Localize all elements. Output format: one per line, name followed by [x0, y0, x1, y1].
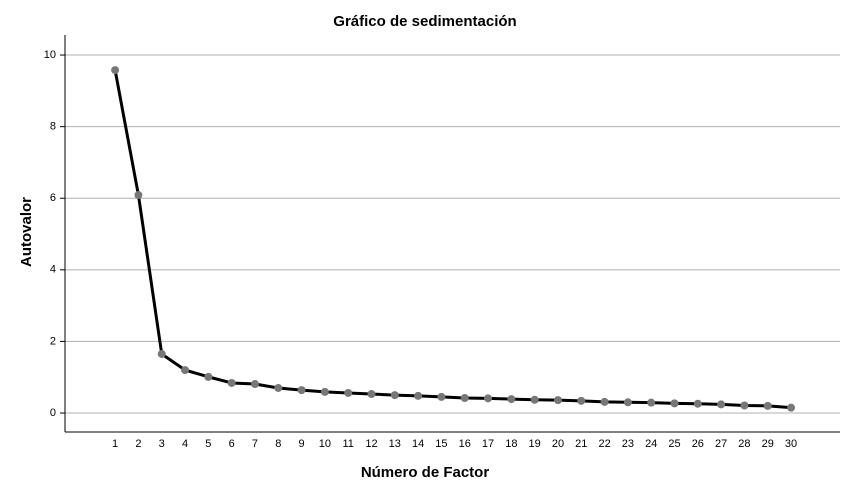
x-tick-label: 9	[299, 438, 305, 450]
point	[414, 391, 423, 400]
y-axis-title: Autovalor	[18, 197, 35, 267]
x-tick-label: 23	[622, 438, 634, 450]
x-tick-label: 5	[205, 438, 211, 450]
point	[181, 366, 190, 375]
point	[717, 400, 726, 409]
x-tick-label: 14	[412, 438, 424, 450]
point	[134, 191, 143, 200]
point	[320, 387, 329, 396]
x-tick-label: 21	[575, 438, 587, 450]
point	[111, 66, 120, 75]
point	[577, 396, 586, 405]
x-tick-label: 27	[715, 438, 727, 450]
y-tick-label: 4	[50, 264, 56, 276]
point	[787, 403, 796, 412]
point	[460, 393, 469, 402]
x-tick-label: 15	[435, 438, 447, 450]
x-tick-label: 26	[692, 438, 704, 450]
point	[344, 388, 353, 397]
point	[250, 380, 259, 389]
x-tick-label: 20	[552, 438, 564, 450]
x-tick-label: 2	[135, 438, 141, 450]
point	[484, 394, 493, 403]
point	[204, 372, 213, 381]
x-tick-label: 30	[785, 438, 797, 450]
x-tick-label: 25	[668, 438, 680, 450]
point	[623, 398, 632, 407]
y-tick-label: 2	[50, 335, 56, 347]
point	[647, 398, 656, 407]
point	[600, 397, 609, 406]
point	[437, 392, 446, 401]
point	[763, 401, 772, 410]
x-tick-label: 11	[342, 438, 353, 450]
point	[530, 395, 539, 404]
x-axis-title: Número de Factor	[361, 464, 490, 481]
x-tick-label: 16	[459, 438, 471, 450]
point	[670, 399, 679, 408]
x-tick-label: 24	[645, 438, 657, 450]
y-tick-label: 0	[50, 407, 56, 419]
point	[390, 391, 399, 400]
x-tick-label: 4	[182, 438, 188, 450]
y-tick-label: 10	[44, 49, 56, 61]
x-tick-label: 18	[505, 438, 517, 450]
x-tick-label: 3	[159, 438, 165, 450]
point	[297, 386, 306, 395]
x-tick-label: 28	[738, 438, 750, 450]
point	[740, 401, 749, 410]
y-tick-label: 6	[50, 192, 56, 204]
x-tick-label: 17	[482, 438, 494, 450]
point	[274, 383, 283, 392]
point	[227, 378, 236, 387]
x-tick-label: 6	[229, 438, 235, 450]
y-tick-label: 8	[50, 121, 56, 133]
x-tick-label: 12	[365, 438, 377, 450]
point	[157, 349, 166, 358]
x-tick-label: 13	[389, 438, 401, 450]
point	[553, 396, 562, 405]
x-tick-label: 1	[112, 438, 118, 450]
x-tick-label: 22	[598, 438, 610, 450]
point	[367, 390, 376, 399]
x-tick-label: 10	[319, 438, 331, 450]
x-tick-label: 7	[252, 438, 258, 450]
point	[693, 399, 702, 408]
line	[113, 69, 792, 410]
x-tick-label: 19	[529, 438, 541, 450]
chart-title: Gráfico de sedimentación	[333, 13, 516, 30]
point	[507, 395, 516, 404]
x-tick-label: 8	[275, 438, 281, 450]
x-tick-label: 29	[762, 438, 774, 450]
